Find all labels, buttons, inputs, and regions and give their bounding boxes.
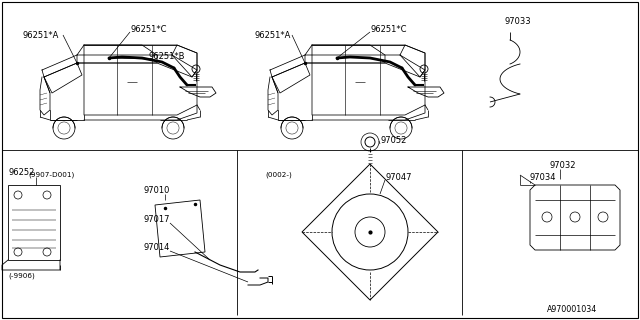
Text: 97017: 97017 bbox=[143, 215, 170, 225]
Text: 96251*A: 96251*A bbox=[254, 30, 291, 39]
Text: 97034: 97034 bbox=[530, 172, 557, 181]
Text: 97052: 97052 bbox=[380, 135, 406, 145]
Text: 96251*C: 96251*C bbox=[130, 25, 166, 34]
Text: 97047: 97047 bbox=[385, 172, 412, 181]
Text: A970001034: A970001034 bbox=[547, 306, 597, 315]
Text: 97033: 97033 bbox=[504, 17, 531, 26]
Text: 96252: 96252 bbox=[8, 167, 35, 177]
Bar bbox=[8, 185, 60, 260]
Text: 97010: 97010 bbox=[143, 186, 170, 195]
Text: 96251*B: 96251*B bbox=[148, 52, 184, 60]
Text: 96251*C: 96251*C bbox=[370, 25, 406, 34]
Text: (9907-D001): (9907-D001) bbox=[28, 172, 74, 178]
Text: 97032: 97032 bbox=[550, 161, 577, 170]
Text: 97014: 97014 bbox=[143, 244, 170, 252]
Text: (-9906): (-9906) bbox=[8, 273, 35, 279]
Text: 96251*A: 96251*A bbox=[22, 30, 58, 39]
Text: (0002-): (0002-) bbox=[265, 172, 292, 178]
